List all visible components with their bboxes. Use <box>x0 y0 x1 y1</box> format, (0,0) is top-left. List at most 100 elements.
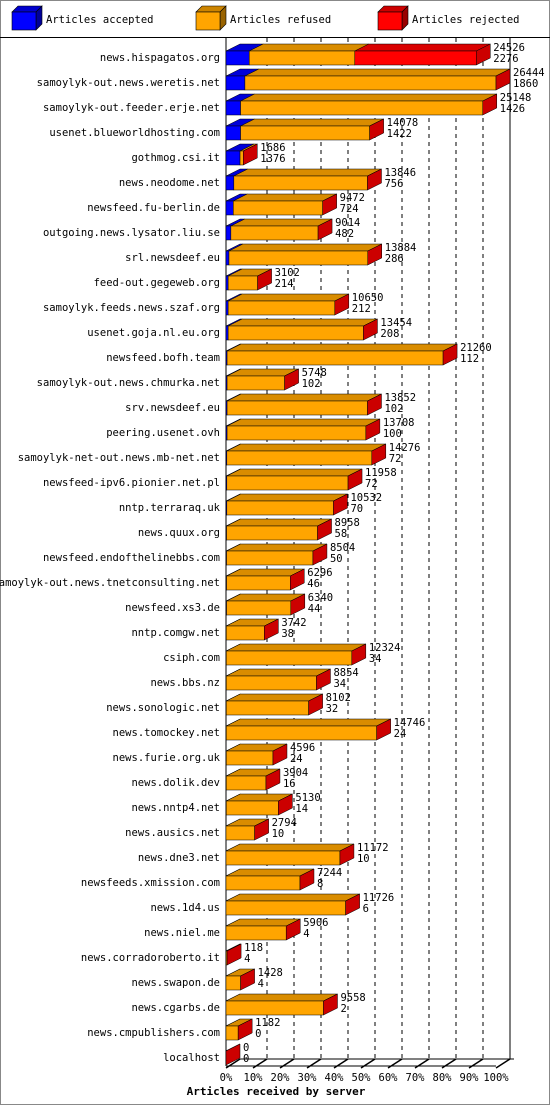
value-label: 102 <box>302 378 321 390</box>
bar <box>226 375 285 391</box>
bar <box>227 275 258 291</box>
bar-top <box>240 93 497 102</box>
y-tick-label: news.1d4.us <box>150 902 220 914</box>
bar-side <box>285 918 301 941</box>
x-tick <box>306 1058 322 1069</box>
bar <box>225 925 287 941</box>
x-tick-label: 60% <box>379 1072 399 1084</box>
y-tick-label: srv.newsdeef.eu <box>125 402 220 414</box>
y-tick-label: usenet.blueworldhosting.com <box>49 127 220 139</box>
y-tick-label: peering.usenet.ovh <box>106 427 220 439</box>
value-label: 3904 <box>283 767 308 779</box>
bar-top <box>225 893 360 902</box>
value-label: 5130 <box>295 792 320 804</box>
y-tick-label: usenet.goja.nl.eu.org <box>87 327 220 339</box>
bar <box>226 625 265 641</box>
bar <box>226 800 279 816</box>
bar-side <box>272 743 288 766</box>
x-tick <box>468 1058 484 1069</box>
bar <box>226 450 373 466</box>
bar-side <box>243 143 258 166</box>
value-label: 14276 <box>389 442 421 454</box>
value-label: 4 <box>244 953 250 965</box>
value-label: 212 <box>352 303 371 315</box>
bar <box>225 225 232 241</box>
legend-swatch <box>195 11 221 31</box>
bar <box>227 300 336 316</box>
value-label: 8958 <box>335 517 360 529</box>
bar <box>226 475 349 491</box>
y-tick-label: news.cmpublishers.com <box>87 1027 220 1039</box>
x-tick <box>279 1058 295 1069</box>
value-label: 214 <box>275 278 294 290</box>
bar-top <box>240 118 384 127</box>
value-label: 10 <box>272 828 285 840</box>
y-tick-label: newsfeed.endofthelinebbs.com <box>43 552 220 564</box>
bar-side <box>278 793 293 816</box>
bar <box>225 275 229 291</box>
bar-side <box>308 693 323 716</box>
value-label: 4596 <box>290 742 315 754</box>
value-label: 0 <box>243 1053 249 1065</box>
value-label: 13852 <box>384 392 416 404</box>
x-tick-label: 20% <box>271 1072 291 1084</box>
value-label: 11726 <box>363 892 395 904</box>
value-label: 1426 <box>500 103 525 115</box>
bar <box>233 175 368 191</box>
value-label: 24 <box>394 728 407 740</box>
value-label: 1428 <box>258 967 283 979</box>
value-label: 4 <box>303 928 309 940</box>
value-label: 13846 <box>384 167 416 179</box>
bar <box>225 1025 239 1041</box>
value-label: 8 <box>317 878 323 890</box>
bar <box>226 675 317 691</box>
bar-top <box>226 418 380 427</box>
bar-top <box>225 993 338 1002</box>
value-label: 3102 <box>275 267 300 279</box>
value-label: 0 <box>243 1042 249 1054</box>
bar <box>240 100 484 116</box>
y-tick-label: news.tomockey.net <box>113 727 220 739</box>
value-label: 70 <box>350 503 363 515</box>
bar <box>244 75 497 91</box>
bar <box>233 200 323 216</box>
value-label: 72 <box>365 478 378 490</box>
bar <box>228 250 368 266</box>
value-label: 0 <box>255 1028 261 1040</box>
y-tick-label: news.sonologic.net <box>106 702 220 714</box>
bar-side <box>237 1018 253 1041</box>
bar-top <box>226 543 328 552</box>
bar-side <box>442 343 458 366</box>
y-tick-label: newsfeed.bofh.team <box>106 352 220 364</box>
bar-top <box>226 718 391 727</box>
x-tick <box>414 1058 430 1069</box>
bar-top <box>226 468 363 477</box>
value-label: 1182 <box>255 1017 280 1029</box>
y-tick-label: news.hispagatos.org <box>100 52 220 64</box>
y-tick-label: samoylyk.feeds.news.szaf.org <box>43 302 220 314</box>
legend-label: Articles accepted <box>46 14 153 26</box>
x-tick <box>387 1058 403 1069</box>
bar-side <box>347 468 363 491</box>
value-label: 58 <box>335 528 348 540</box>
y-tick-label: news.niel.me <box>144 927 220 939</box>
bar <box>226 725 377 741</box>
bar <box>226 350 444 366</box>
x-tick <box>360 1058 376 1069</box>
bar-side <box>240 968 255 991</box>
bar-top <box>225 843 355 852</box>
x-tick-label: 10% <box>244 1072 264 1084</box>
bar-side <box>367 243 382 266</box>
y-tick-label: news.dne3.net <box>138 852 220 864</box>
bar <box>225 100 241 116</box>
bar <box>226 575 291 591</box>
bar <box>225 975 241 991</box>
bar-side <box>284 368 299 391</box>
value-label: 6 <box>363 903 369 915</box>
y-tick-label: gothmog.csi.it <box>131 152 220 164</box>
value-label: 5906 <box>303 917 328 929</box>
x-axis-label: Articles received by server <box>187 1085 366 1098</box>
bar <box>225 900 346 916</box>
y-tick-label: nntp.terraraq.uk <box>119 502 221 514</box>
bar-side <box>317 218 333 241</box>
